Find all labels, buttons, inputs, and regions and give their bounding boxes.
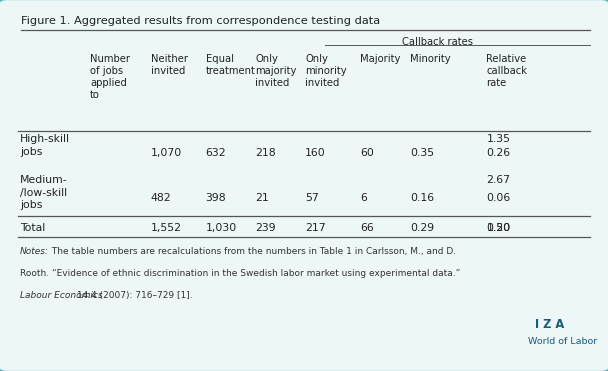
- Text: Total: Total: [20, 223, 46, 233]
- Text: 0.26: 0.26: [486, 148, 511, 158]
- Text: 1,070: 1,070: [151, 148, 182, 158]
- Text: 66: 66: [360, 223, 374, 233]
- Text: Medium-
/low-skill
jobs: Medium- /low-skill jobs: [20, 175, 67, 210]
- Text: Figure 1. Aggregated results from correspondence testing data: Figure 1. Aggregated results from corres…: [21, 16, 381, 26]
- Text: 0.06: 0.06: [486, 193, 511, 203]
- Text: Majority: Majority: [360, 54, 400, 64]
- Text: 1,030: 1,030: [206, 223, 237, 233]
- Text: 160: 160: [305, 148, 326, 158]
- Text: 218: 218: [255, 148, 276, 158]
- Text: Minority: Minority: [410, 54, 451, 64]
- Text: 60: 60: [360, 148, 374, 158]
- Text: Callback rates: Callback rates: [402, 37, 473, 47]
- Text: 6: 6: [360, 193, 367, 203]
- Text: 0.29: 0.29: [410, 223, 435, 233]
- Text: Only
majority
invited: Only majority invited: [255, 54, 297, 88]
- Text: 398: 398: [206, 193, 226, 203]
- Text: 0.35: 0.35: [410, 148, 435, 158]
- Text: I Z A: I Z A: [535, 318, 564, 331]
- Text: 2.67: 2.67: [486, 175, 510, 185]
- Text: 1.35: 1.35: [486, 134, 510, 144]
- Text: 1,552: 1,552: [151, 223, 182, 233]
- Text: 0.20: 0.20: [486, 223, 511, 233]
- Text: Number
of jobs
applied
to: Number of jobs applied to: [90, 54, 130, 100]
- Text: Labour Economics: Labour Economics: [20, 291, 103, 300]
- Text: Relative
callback
rate: Relative callback rate: [486, 54, 527, 88]
- Text: 14:4 (2007): 716–729 [1].: 14:4 (2007): 716–729 [1].: [74, 291, 192, 300]
- Text: 632: 632: [206, 148, 226, 158]
- Text: Rooth. “Evidence of ethnic discrimination in the Swedish labor market using expe: Rooth. “Evidence of ethnic discriminatio…: [20, 269, 460, 278]
- Text: High-skill
jobs: High-skill jobs: [20, 134, 70, 157]
- Text: Notes:: Notes:: [20, 247, 49, 256]
- Text: 57: 57: [305, 193, 319, 203]
- Text: 21: 21: [255, 193, 269, 203]
- Text: Only
minority
invited: Only minority invited: [305, 54, 347, 88]
- Text: 217: 217: [305, 223, 326, 233]
- Text: 482: 482: [151, 193, 171, 203]
- Text: The table numbers are recalculations from the numbers in Table 1 in Carlsson, M.: The table numbers are recalculations fro…: [49, 247, 457, 256]
- Text: Neither
invited: Neither invited: [151, 54, 188, 76]
- Text: 239: 239: [255, 223, 276, 233]
- Text: 1.50: 1.50: [486, 223, 511, 233]
- Text: Equal
treatment: Equal treatment: [206, 54, 255, 76]
- Text: World of Labor: World of Labor: [528, 337, 597, 346]
- Text: 0.16: 0.16: [410, 193, 435, 203]
